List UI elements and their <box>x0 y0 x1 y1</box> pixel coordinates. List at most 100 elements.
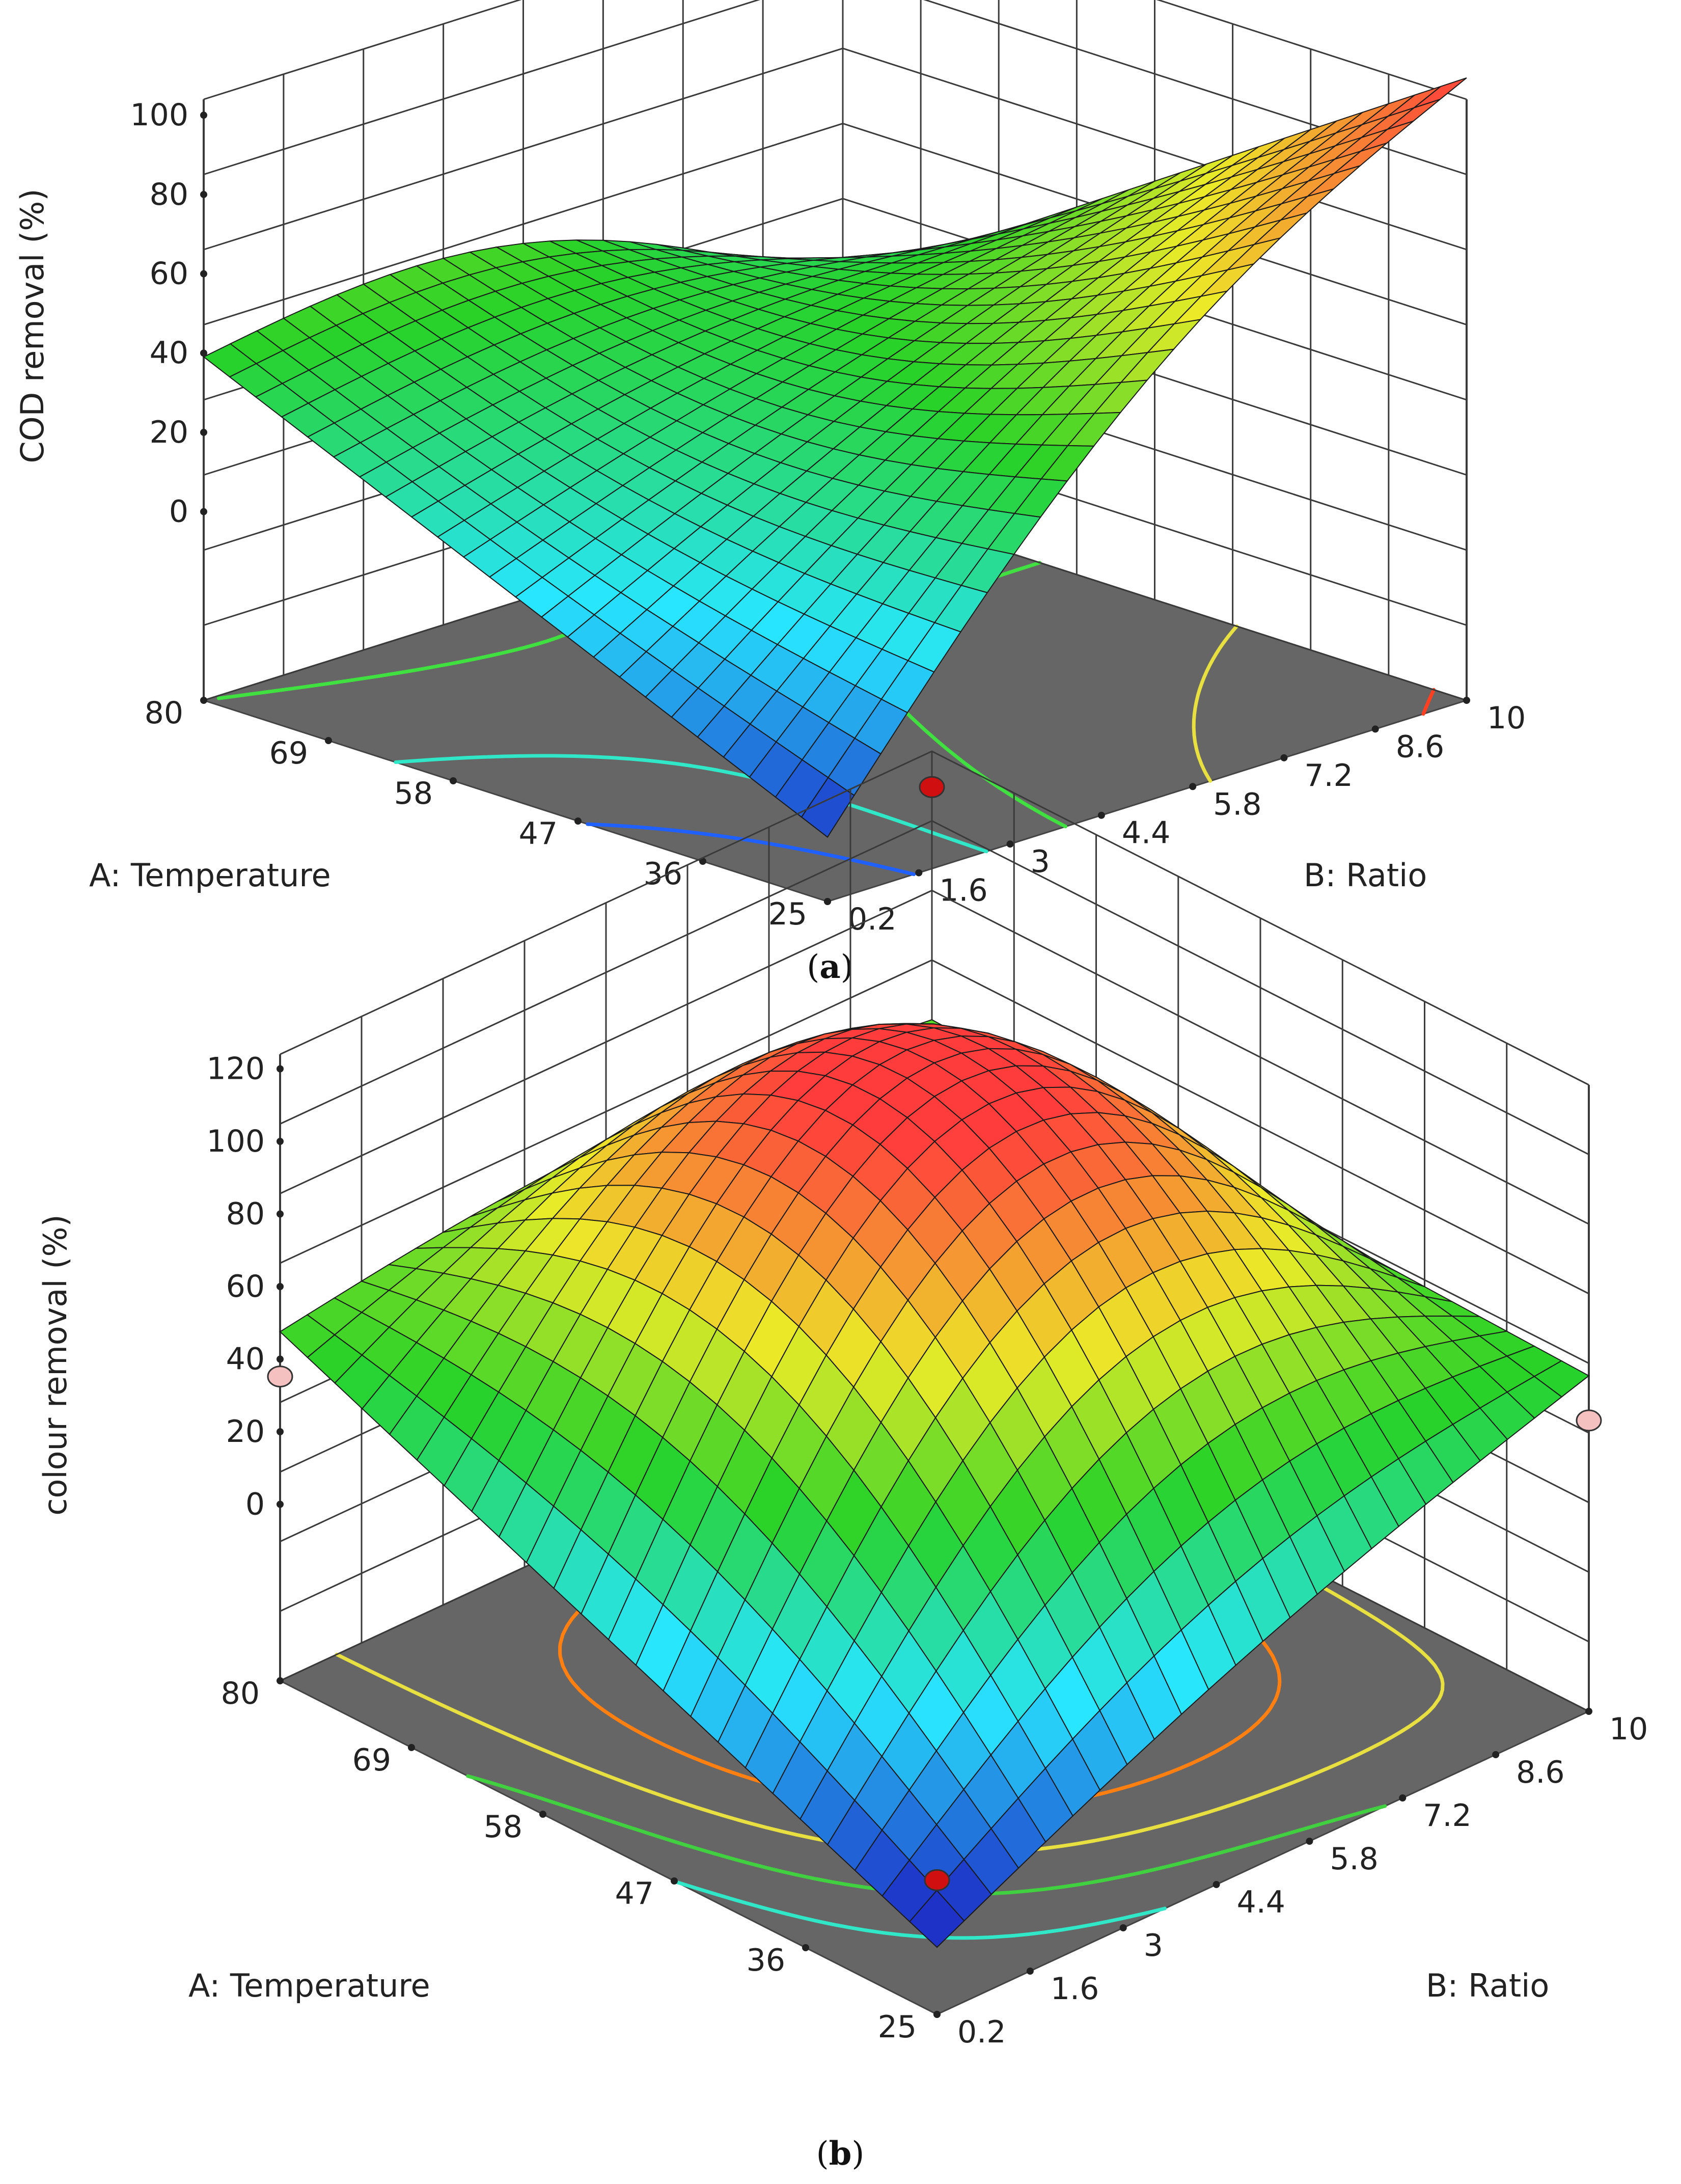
a-ztick-label: 20 <box>150 415 188 450</box>
a-ylabel: B: Ratio <box>1304 857 1427 894</box>
b-caption-letter: b <box>829 2135 852 2173</box>
b-ztick-mark <box>277 1283 284 1290</box>
b-ytick-mark <box>933 2011 941 2018</box>
b-xtick-label: 36 <box>747 1943 785 1978</box>
a-ztick-mark <box>200 190 207 198</box>
a-ztick-label: 60 <box>150 256 188 292</box>
a-ytick-mark <box>1097 811 1105 819</box>
a-wall-hline <box>203 0 1467 100</box>
a-surface-cell <box>801 777 855 838</box>
a-surface <box>203 77 1467 838</box>
b-ztick-mark <box>277 1500 284 1508</box>
b-ytick-mark <box>1026 1968 1034 1975</box>
b-ytick-label: 4.4 <box>1237 1885 1285 1920</box>
b-design-points <box>267 776 1602 1891</box>
b-ytick-label: 1.6 <box>1051 1971 1099 2007</box>
a-ytick-mark <box>915 869 923 877</box>
b-ytick-mark <box>1399 1794 1407 1801</box>
a-xlabel: A: Temperature <box>89 857 331 894</box>
panel-b: 120 100 80 60 40 20 0 80 69 58 47 36 25 0.2 1.6 3 4.4 5.8… <box>37 750 1648 2173</box>
b-ztick-mark <box>277 1065 284 1073</box>
b-ylabel: B: Ratio <box>1426 1967 1549 2004</box>
a-ticks: 100 80 60 40 20 0 80 69 58 47 36 25 0.2 1.6 3 4.4 5.8 7.2… <box>130 97 1526 937</box>
a-ytick-mark <box>1006 840 1014 848</box>
a-xtick-label: 47 <box>519 816 558 852</box>
a-xtick-label: 36 <box>644 856 682 892</box>
a-xtick-label: 25 <box>768 896 807 932</box>
b-surface <box>279 1019 1590 1948</box>
a-caption-letter: a <box>819 948 840 986</box>
b-ytick-label: 0.2 <box>957 2014 1006 2050</box>
a-xtick-mark <box>450 777 457 784</box>
b-xtick-mark <box>539 1811 546 1818</box>
b-ytick-label: 7.2 <box>1423 1798 1471 1834</box>
b-xtick-mark <box>671 1877 678 1885</box>
a-xtick-label: 58 <box>394 776 433 811</box>
b-ztick-label: 40 <box>226 1342 265 1377</box>
b-ztick-label: 0 <box>245 1487 265 1522</box>
b-ytick-mark <box>1306 1838 1313 1845</box>
a-ztick-mark <box>200 112 207 119</box>
b-wall-hline <box>280 959 1589 1295</box>
b-design-point <box>1576 1409 1602 1432</box>
b-xtick-label: 80 <box>221 1676 260 1711</box>
b-contour-20 <box>674 1880 1167 1940</box>
a-ytick-mark <box>1189 783 1197 790</box>
b-ztick-label: 60 <box>226 1269 265 1304</box>
panel-a: 100 80 60 40 20 0 80 69 58 47 36 25 0.2 1.6 3 4.4 5.8 7.2… <box>14 0 1526 986</box>
b-xtick-mark <box>408 1744 415 1751</box>
b-xtick-label: 69 <box>352 1742 391 1778</box>
b-ztick-mark <box>277 1210 284 1218</box>
b-xtick-mark <box>802 1944 809 1951</box>
b-ytick-label: 10 <box>1609 1711 1648 1747</box>
a-ztick-label: 40 <box>150 335 188 371</box>
b-wall-hline <box>280 820 1589 1156</box>
b-ztick-label: 20 <box>226 1414 265 1450</box>
b-zlabel: colour removal (%) <box>37 1214 74 1515</box>
a-ztick-label: 100 <box>130 97 188 133</box>
b-xtick-label: 47 <box>615 1876 654 1912</box>
a-ytick-mark <box>1371 725 1379 733</box>
b-xtick-label: 25 <box>878 2009 917 2045</box>
a-ytick-label: 4.4 <box>1122 815 1170 851</box>
a-ytick-mark <box>1463 697 1470 704</box>
a-ytick-label: 10 <box>1487 700 1526 736</box>
a-ztick-mark <box>200 428 207 436</box>
a-xtick-label: 69 <box>269 735 308 771</box>
a-ytick-label: 3 <box>1031 844 1050 880</box>
a-ytick-mark <box>1280 754 1288 761</box>
a-caption: (a) <box>807 948 853 986</box>
b-ytick-mark <box>1585 1708 1592 1715</box>
a-ztick-label: 80 <box>150 177 188 212</box>
b-ztick-label: 100 <box>206 1124 265 1159</box>
b-ytick-mark <box>1492 1751 1500 1758</box>
a-ytick-label: 0.2 <box>848 902 896 937</box>
a-ztick-mark <box>200 349 207 357</box>
a-contour-100 <box>1421 688 1436 716</box>
b-ztick-mark <box>277 1138 284 1145</box>
a-ytick-label: 1.6 <box>939 873 987 909</box>
a-ytick-label: 7.2 <box>1304 758 1353 794</box>
a-ytick-label: 8.6 <box>1396 729 1444 765</box>
b-design-point <box>924 1869 950 1891</box>
a-ytick-mark <box>824 898 831 905</box>
b-ztick-mark <box>277 1428 284 1435</box>
a-xtick-mark <box>574 817 582 825</box>
b-xtick-mark <box>277 1677 284 1684</box>
a-ztick-mark <box>200 508 207 515</box>
b-ytick-mark <box>1119 1924 1127 1931</box>
a-ytick-label: 5.8 <box>1213 786 1261 822</box>
b-ytick-label: 3 <box>1144 1928 1163 1963</box>
b-ztick-label: 80 <box>226 1196 265 1232</box>
b-ytick-mark <box>1212 1881 1220 1888</box>
b-xlabel: A: Temperature <box>188 1967 430 2004</box>
a-ztick-label: 0 <box>169 494 188 530</box>
a-ztick-mark <box>200 270 207 278</box>
a-xtick-mark <box>325 737 332 744</box>
b-xtick-label: 58 <box>484 1809 522 1845</box>
a-zlabel: COD removal (%) <box>14 188 51 463</box>
b-ytick-label: 5.8 <box>1330 1841 1378 1877</box>
b-caption: (b) <box>816 2135 865 2173</box>
a-xtick-label: 80 <box>145 695 183 731</box>
